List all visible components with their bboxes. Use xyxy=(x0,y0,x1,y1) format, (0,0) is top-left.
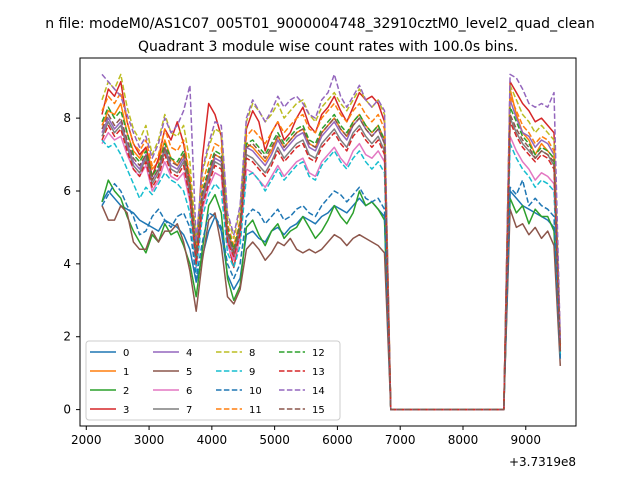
legend-label-6: 6 xyxy=(186,386,192,397)
series-lines xyxy=(101,73,562,411)
y-tick-label: 0 xyxy=(63,403,71,417)
x-tick-label: 4000 xyxy=(197,433,228,447)
x-tick-label: 9000 xyxy=(510,433,541,447)
legend-label-2: 2 xyxy=(123,386,129,397)
y-tick-label: 6 xyxy=(63,184,71,198)
figure-suptitle: n file: modeM0/AS1C07_005T01_9000004748_… xyxy=(45,16,594,32)
legend-label-3: 3 xyxy=(123,405,129,416)
y-tick-label: 4 xyxy=(63,257,71,271)
legend-label-4: 4 xyxy=(186,348,192,359)
x-tick-label: 8000 xyxy=(448,433,479,447)
legend-label-12: 12 xyxy=(312,348,325,359)
series-line-11 xyxy=(101,91,562,411)
chart-title: Quadrant 3 module wise count rates with … xyxy=(138,39,518,55)
legend-label-7: 7 xyxy=(186,405,192,416)
y-axis-ticks: 0 2 4 6 8 xyxy=(63,111,80,417)
series-line-10 xyxy=(101,179,562,411)
legend-label-11: 11 xyxy=(249,405,262,416)
legend-label-10: 10 xyxy=(249,386,262,397)
legend-label-0: 0 xyxy=(123,348,129,359)
legend-box xyxy=(85,340,341,421)
x-tick-label: 6000 xyxy=(322,433,353,447)
legend-label-5: 5 xyxy=(186,367,192,378)
y-tick-label: 8 xyxy=(63,111,71,125)
x-axis-offset-label: +3.7319e8 xyxy=(509,455,576,469)
x-tick-label: 3000 xyxy=(134,433,165,447)
x-tick-label: 7000 xyxy=(385,433,416,447)
legend-label-8: 8 xyxy=(249,348,255,359)
legend-label-9: 9 xyxy=(249,367,255,378)
series-line-12 xyxy=(101,106,562,411)
series-line-9 xyxy=(101,139,562,411)
x-tick-label: 5000 xyxy=(259,433,290,447)
legend-label-15: 15 xyxy=(312,405,325,416)
legend-label-1: 1 xyxy=(123,367,129,378)
plot-frame xyxy=(79,57,577,427)
series-line-15 xyxy=(101,113,562,411)
legend-label-14: 14 xyxy=(312,386,325,397)
y-tick-label: 2 xyxy=(63,330,71,344)
legend-label-13: 13 xyxy=(312,367,325,378)
x-axis-ticks: 2000 3000 4000 5000 6000 7000 8000 9000 xyxy=(71,426,541,447)
x-tick-label: 2000 xyxy=(71,433,102,447)
